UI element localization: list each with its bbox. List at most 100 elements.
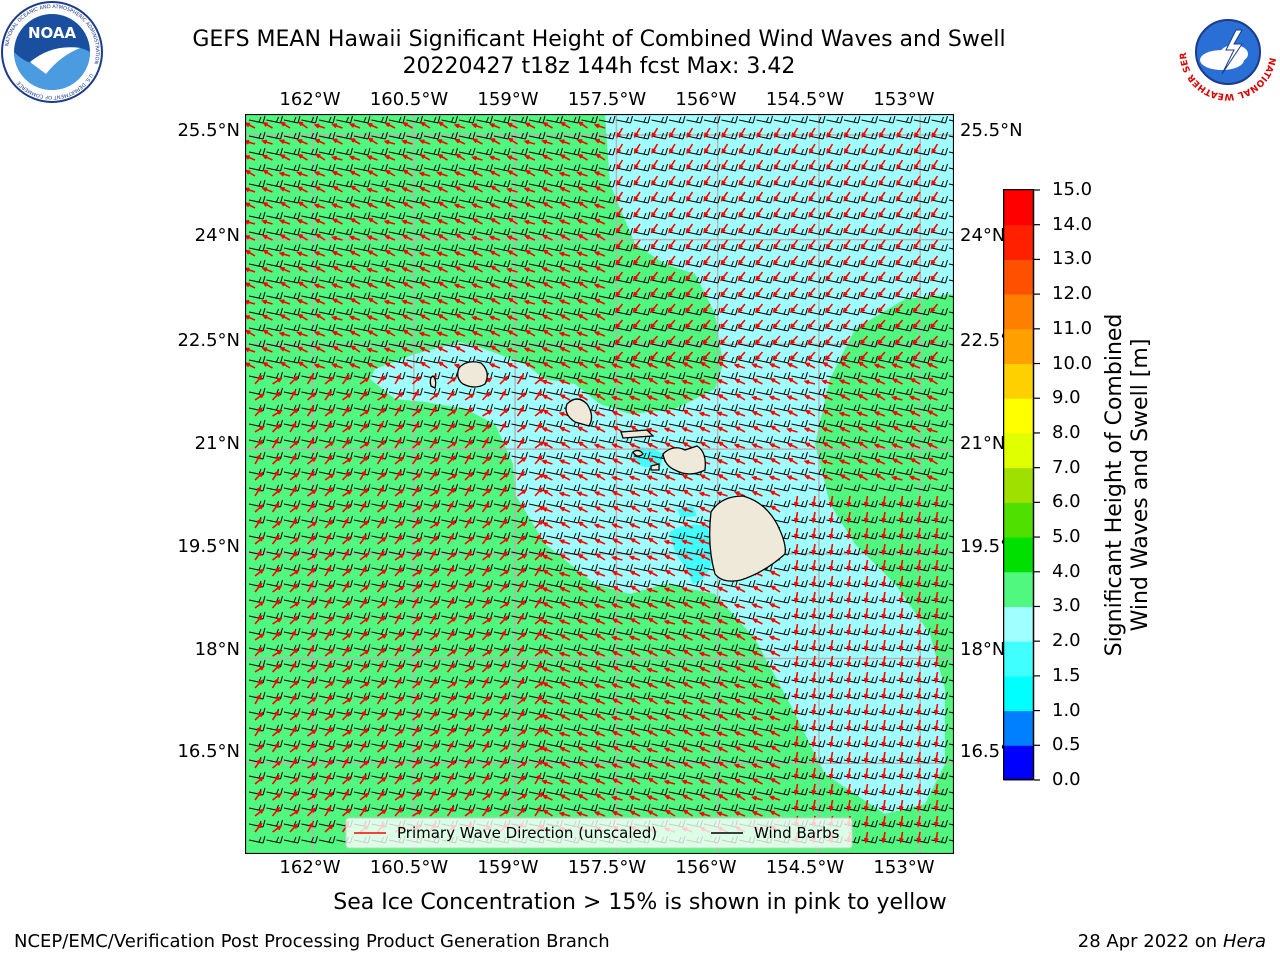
wind-barb <box>581 663 596 668</box>
wind-barb <box>843 551 859 556</box>
wind-barb <box>633 679 649 684</box>
wind-barb <box>843 567 859 572</box>
wind-barb <box>266 183 281 188</box>
wind-barb <box>318 311 334 316</box>
wind-barb <box>791 631 806 636</box>
wind-barb <box>738 279 754 284</box>
wind-barb <box>791 775 806 780</box>
wind-barb <box>843 599 859 604</box>
noaa-logo-icon: NOAA NATIONAL OCEANIC AND ATMOSPHERIC AD… <box>1 1 103 103</box>
wind-barb <box>878 407 894 412</box>
wind-barb <box>598 311 614 316</box>
wind-barb <box>791 359 806 364</box>
colorbar-segment <box>1004 363 1033 399</box>
wind-barb <box>948 823 954 826</box>
wind-barb <box>738 775 754 780</box>
wind-barb <box>861 503 876 508</box>
wind-barb <box>511 231 526 236</box>
wind-barb <box>633 215 649 220</box>
wind-barb <box>581 247 596 252</box>
wind-barb <box>581 551 596 556</box>
wind-barb <box>861 391 876 396</box>
wind-barb <box>756 583 771 588</box>
wind-barb <box>511 215 526 220</box>
wind-barb <box>931 391 946 396</box>
wind-barb <box>616 119 631 124</box>
wind-barb <box>388 199 404 204</box>
wind-barb <box>598 727 614 732</box>
wind-barb <box>458 327 474 332</box>
wind-barb <box>336 327 351 332</box>
wind-barb <box>878 567 894 572</box>
wind-barb <box>773 199 789 204</box>
wind-barb <box>878 119 894 124</box>
wind-barb <box>633 583 649 588</box>
wind-barb <box>651 231 666 236</box>
wind-barb <box>721 487 736 492</box>
wind-barb <box>738 151 754 156</box>
wind-barb <box>703 295 719 300</box>
wind-barb <box>791 519 806 524</box>
wind-barb <box>528 199 544 204</box>
wind-barb <box>668 503 684 508</box>
wind-barb <box>948 391 954 394</box>
wind-barb <box>633 263 649 268</box>
wind-barb <box>703 455 719 460</box>
wind-barb <box>878 167 894 172</box>
wind-barb <box>371 327 386 332</box>
wind-barb <box>581 151 596 156</box>
wind-barb <box>493 247 509 252</box>
wind-barb <box>896 839 911 844</box>
wind-barb <box>948 839 954 842</box>
wind-barb <box>738 807 754 812</box>
wind-barb <box>878 263 894 268</box>
wind-barb <box>721 791 736 796</box>
wind-barb <box>773 183 789 188</box>
wind-barb <box>686 439 701 444</box>
wind-barb <box>388 183 404 188</box>
wind-barb <box>721 279 736 284</box>
colorbar-segment <box>1004 224 1033 260</box>
wind-barb <box>931 311 946 316</box>
wind-barb <box>248 359 264 364</box>
wind-barb <box>248 119 264 124</box>
wind-barb <box>651 647 666 652</box>
wind-barb <box>248 839 264 844</box>
wind-barb <box>301 151 316 156</box>
wind-barb <box>318 135 334 140</box>
wind-barb <box>721 615 736 620</box>
wind-barb <box>756 375 771 380</box>
wind-barb <box>248 327 264 332</box>
wind-barb <box>843 423 859 428</box>
wind-barb <box>581 599 596 604</box>
wind-barb <box>493 151 509 156</box>
wind-barb <box>353 119 369 124</box>
wind-barb <box>546 615 561 620</box>
lat-label-right: 25.5°N <box>960 120 1023 141</box>
colorbar-tick-label: 4.0 <box>1052 560 1081 582</box>
wind-barb <box>948 199 954 202</box>
wind-barb <box>598 439 614 444</box>
wind-barb <box>528 535 544 540</box>
wind-barb <box>773 215 789 220</box>
wind-barb <box>633 471 649 476</box>
wind-barb <box>791 647 806 652</box>
wind-barb <box>598 551 614 556</box>
wind-barb <box>598 215 614 220</box>
wind-barb <box>826 743 841 748</box>
lon-label-bottom: 157.5°W <box>567 857 647 878</box>
wind-barb <box>546 535 561 540</box>
wind-barb <box>878 807 894 812</box>
wind-barb <box>371 663 386 668</box>
wind-barb <box>773 327 789 332</box>
wind-barb <box>493 215 509 220</box>
wind-barb <box>861 567 876 572</box>
wind-barb <box>598 327 614 332</box>
wind-barb <box>843 343 859 348</box>
wind-barb <box>336 263 351 268</box>
wind-barb <box>843 807 859 812</box>
wind-barb <box>406 263 421 268</box>
wind-barb <box>808 359 824 364</box>
wind-barb <box>896 327 911 332</box>
wind-barb <box>931 407 946 412</box>
